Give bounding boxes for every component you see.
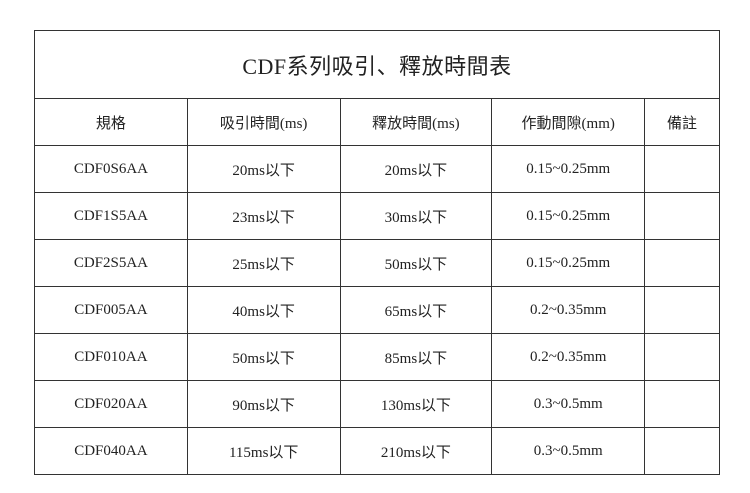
release-time-cell: 65ms以下 [339, 286, 493, 334]
release-time-cell: 30ms以下 [339, 192, 493, 240]
remarks-cell [644, 380, 720, 428]
gap-cell: 0.2~0.35mm [491, 286, 646, 334]
model-cell: CDF0S6AA [34, 145, 188, 193]
model-cell: CDF1S5AA [34, 192, 188, 240]
header-cell: 備註 [644, 98, 720, 146]
release-time-cell: 130ms以下 [339, 380, 493, 428]
pickup-time-cell: 40ms以下 [186, 286, 341, 334]
pickup-time-cell: 20ms以下 [186, 145, 341, 193]
model-cell: CDF2S5AA [34, 239, 188, 287]
release-time-cell: 20ms以下 [339, 145, 493, 193]
remarks-cell [644, 192, 720, 240]
header-cell: 吸引時間(ms) [186, 98, 341, 146]
table-row: CDF010AA 50ms以下 85ms以下 0.2~0.35mm [34, 333, 720, 381]
table-row: CDF005AA 40ms以下 65ms以下 0.2~0.35mm [34, 286, 720, 334]
header-row: 規格 吸引時間(ms) 釋放時間(ms) 作動間隙(mm) 備註 [34, 98, 720, 146]
remarks-cell [644, 333, 720, 381]
pickup-time-cell: 115ms以下 [186, 427, 341, 475]
model-cell: CDF010AA [34, 333, 188, 381]
gap-cell: 0.15~0.25mm [491, 192, 646, 240]
table-title: CDF系列吸引、釋放時間表 [34, 30, 720, 99]
table-row: CDF1S5AA 23ms以下 30ms以下 0.15~0.25mm [34, 192, 720, 240]
gap-cell: 0.2~0.35mm [491, 333, 646, 381]
gap-cell: 0.15~0.25mm [491, 239, 646, 287]
remarks-cell [644, 427, 720, 475]
pickup-time-cell: 23ms以下 [186, 192, 341, 240]
header-cell: 釋放時間(ms) [339, 98, 493, 146]
remarks-cell [644, 239, 720, 287]
gap-cell: 0.15~0.25mm [491, 145, 646, 193]
table-row: CDF040AA 115ms以下 210ms以下 0.3~0.5mm [34, 427, 720, 475]
pickup-time-cell: 25ms以下 [186, 239, 341, 287]
release-time-cell: 210ms以下 [339, 427, 493, 475]
release-time-cell: 85ms以下 [339, 333, 493, 381]
table-row: CDF2S5AA 25ms以下 50ms以下 0.15~0.25mm [34, 239, 720, 287]
release-time-cell: 50ms以下 [339, 239, 493, 287]
pickup-time-cell: 50ms以下 [186, 333, 341, 381]
header-cell: 作動間隙(mm) [491, 98, 646, 146]
table-row: CDF0S6AA 20ms以下 20ms以下 0.15~0.25mm [34, 145, 720, 193]
table-row: CDF020AA 90ms以下 130ms以下 0.3~0.5mm [34, 380, 720, 428]
model-cell: CDF040AA [34, 427, 188, 475]
gap-cell: 0.3~0.5mm [491, 427, 646, 475]
pickup-time-cell: 90ms以下 [186, 380, 341, 428]
model-cell: CDF020AA [34, 380, 188, 428]
header-cell: 規格 [34, 98, 188, 146]
model-cell: CDF005AA [34, 286, 188, 334]
gap-cell: 0.3~0.5mm [491, 380, 646, 428]
remarks-cell [644, 286, 720, 334]
remarks-cell [644, 145, 720, 193]
timing-table: CDF系列吸引、釋放時間表 規格 吸引時間(ms) 釋放時間(ms) 作動間隙(… [34, 30, 720, 475]
